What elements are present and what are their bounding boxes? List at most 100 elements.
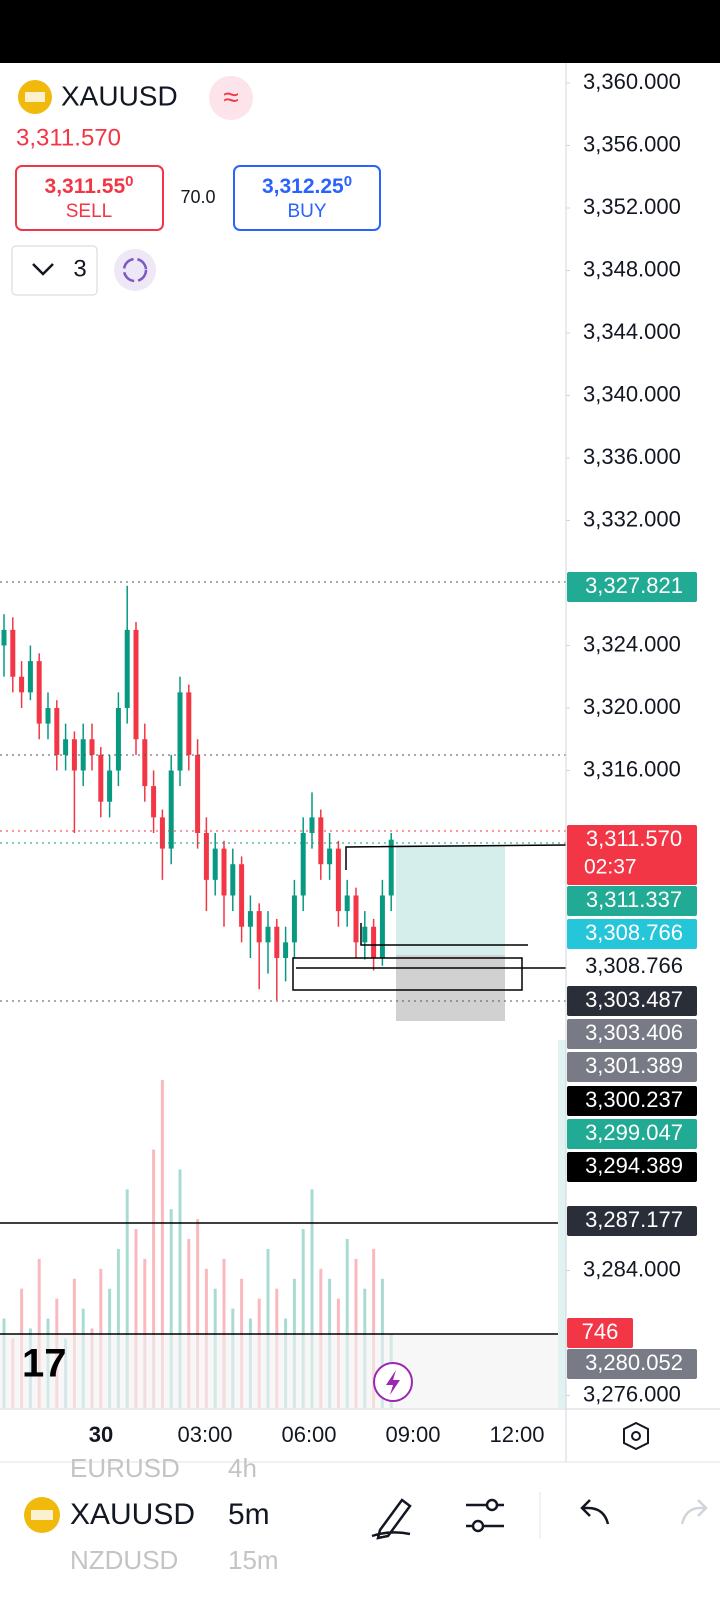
price-label-box (567, 919, 697, 949)
y-tick-label: 3,332.000 (583, 506, 681, 531)
candle-body (388, 839, 394, 896)
x-tick-label: 09:00 (385, 1422, 440, 1447)
candle-body (300, 832, 306, 896)
candle-body (177, 692, 183, 771)
candle-body (27, 661, 33, 693)
bottom-interval[interactable]: 5m (228, 1498, 270, 1531)
icon-knob (485, 1498, 499, 1512)
candle-body (212, 848, 218, 880)
candle-body (107, 770, 113, 802)
candle-body (371, 926, 377, 958)
price-label-box (567, 1086, 697, 1116)
settings-icon-dot (631, 1431, 641, 1441)
candle-body (63, 739, 69, 755)
candle-body (19, 676, 25, 693)
candle-body (318, 817, 324, 865)
candle-body (291, 895, 297, 943)
y-tick-label: 3,320.000 (583, 694, 681, 719)
chevron (32, 263, 54, 276)
y-tick-label: 3,336.000 (583, 444, 681, 469)
candle-body (1, 629, 7, 646)
y-tick-label: 3,356.000 (583, 131, 681, 156)
symbol[interactable]: XAUUSD (61, 80, 178, 111)
candle-body (309, 817, 315, 833)
candle-body (353, 895, 359, 943)
price-label-box (567, 1206, 697, 1236)
lots-dropdown[interactable] (11, 245, 98, 296)
candle-body (80, 739, 86, 771)
price-label-box (567, 1019, 697, 1049)
next-symbol: NZDUSD (70, 1545, 178, 1575)
refresh-button[interactable] (114, 249, 156, 291)
price-label: 3,303.487 (585, 987, 683, 1012)
undo[interactable] (580, 1499, 610, 1525)
candle-body (124, 629, 130, 708)
bottom-symbol[interactable]: XAUUSD (70, 1498, 195, 1531)
price-label: 3,300.237 (585, 1087, 683, 1112)
lots: 3 (73, 255, 86, 282)
price-label-box (567, 825, 697, 885)
candle-body (168, 770, 174, 849)
settings-icon[interactable] (623, 1421, 649, 1451)
indicators-tool[interactable] (466, 1498, 504, 1533)
candle-body (98, 754, 104, 802)
candle-body (362, 926, 368, 943)
candle-body (247, 911, 253, 927)
draw-tool[interactable] (371, 1498, 412, 1540)
price-label-box (567, 952, 697, 982)
candle-body (379, 895, 385, 958)
position-profit (396, 845, 505, 955)
candle-body (89, 739, 95, 755)
icon-knob (471, 1519, 485, 1533)
price-axis: 3,360.000 3,356.000 3,352.000 3,348.000 3,34… (566, 69, 681, 1406)
candle-body (10, 629, 16, 677)
price-label: 3,308.766 (585, 953, 683, 978)
volume-bar (152, 1149, 156, 1408)
y-tick-label: 3,316.000 (583, 756, 681, 781)
candle-body (115, 707, 121, 771)
next-interval: 15m (228, 1545, 279, 1575)
scroll-shade (558, 1040, 566, 1408)
sell-button[interactable] (15, 165, 164, 231)
volume-bar (345, 1239, 349, 1408)
y-tick-label: 3,352.000 (583, 194, 681, 219)
candle-body (344, 895, 350, 912)
volume-bar (310, 1189, 314, 1408)
candle-body (159, 817, 165, 849)
candle-body (54, 707, 60, 755)
redo[interactable] (680, 1499, 708, 1525)
y-tick-label: 3,348.000 (583, 256, 681, 281)
price-labels: 3,327.821 3,311.570 02:37 3,311.337 3,308.76… (567, 572, 697, 1379)
time-axis: 30 03:00 06:00 09:00 12:00 (89, 1422, 545, 1447)
sell-price: 3,311.550 (45, 173, 134, 198)
volume-bar (125, 1189, 129, 1408)
position-loss (396, 955, 505, 1021)
price-label: 3,311.570 (586, 826, 682, 851)
lightning-icon (386, 1370, 400, 1395)
candle-body (327, 848, 333, 865)
last-price: 3,311.570 (16, 124, 121, 151)
refresh-icon (122, 257, 148, 283)
price-label-box (567, 1119, 697, 1149)
buy-button[interactable] (233, 165, 381, 231)
candle-body (256, 911, 262, 943)
badge-icon: ≈ (223, 81, 238, 112)
candle-body (239, 864, 245, 927)
candle-body (142, 739, 148, 787)
symbol-icon-bars (25, 92, 45, 102)
candle-body (36, 661, 42, 724)
volume-bar (372, 1248, 376, 1408)
badge[interactable] (209, 76, 253, 120)
volume-bar (301, 1229, 305, 1408)
countdown: 02:37 (584, 856, 637, 879)
price-label: 3,280.052 (585, 1350, 683, 1375)
buy-label: BUY (287, 201, 326, 222)
spread: 70.0 (180, 187, 215, 207)
y-tick-label: 3,324.000 (583, 631, 681, 656)
candle-body (265, 926, 271, 943)
y-tick-label: 3,276.000 (583, 1381, 681, 1406)
price-label-box (567, 1052, 697, 1082)
price-label-box (567, 1349, 697, 1379)
price-label: 3,308.766 (585, 920, 683, 945)
